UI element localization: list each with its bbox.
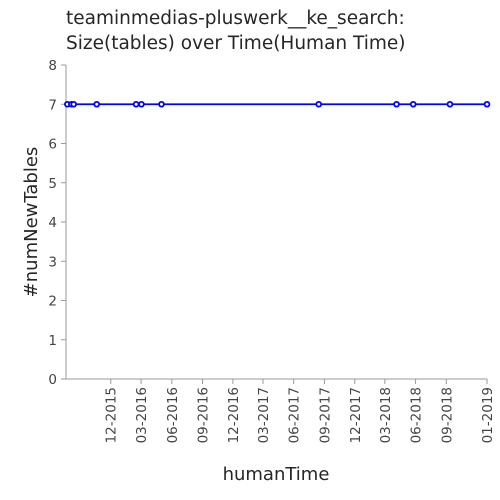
y-tick-label: 7: [48, 97, 57, 113]
x-tick-label: 12-2017: [348, 387, 364, 443]
y-tick-label: 4: [48, 215, 57, 231]
x-tick-label: 12-2015: [104, 387, 120, 443]
x-axis-label: humanTime: [223, 464, 330, 485]
x-tick-label: 06-2018: [409, 387, 425, 443]
y-ticks: 0 1 2 3 4 5 6 7 8: [48, 58, 66, 388]
data-point: [158, 100, 165, 108]
y-tick-label: 3: [48, 254, 57, 270]
data-point: [483, 100, 491, 108]
y-tick-label: 8: [48, 58, 57, 74]
y-axis-label: #numNewTables: [21, 147, 42, 298]
x-tick-label: 01-2019: [480, 387, 496, 443]
series-layer: [64, 100, 491, 108]
data-point: [409, 100, 417, 108]
y-tick-label: 0: [48, 372, 57, 388]
data-point: [138, 100, 145, 108]
y-tick-label: 5: [48, 176, 57, 192]
data-point: [315, 100, 323, 108]
data-point: [446, 100, 454, 108]
chart-title-line-2: Size(tables) over Time(Human Time): [66, 33, 406, 54]
data-point: [132, 100, 140, 108]
data-point: [93, 100, 101, 108]
x-tick-label: 12-2016: [226, 387, 242, 443]
x-tick-label: 09-2017: [317, 387, 333, 443]
chart-title-line-1: teaminmedias-pluswerk__ke_search:: [66, 8, 405, 29]
data-point: [70, 100, 77, 108]
x-tick-label: 09-2018: [439, 387, 455, 443]
x-tick-label: 03-2016: [134, 387, 150, 443]
x-tick-label: 09-2016: [196, 387, 212, 443]
x-tick-label: 03-2017: [256, 387, 272, 443]
x-tick-label: 06-2017: [287, 387, 303, 443]
x-tick-label: 03-2018: [378, 387, 394, 443]
x-ticks: 12-2015 03-2016 06-2016 09-2016 12-2016 03-20…: [104, 379, 496, 443]
x-tick-label: 06-2016: [165, 387, 181, 443]
y-tick-label: 1: [48, 333, 57, 349]
y-tick-label: 2: [48, 294, 57, 310]
data-point: [393, 100, 400, 108]
y-tick-label: 6: [48, 137, 57, 153]
